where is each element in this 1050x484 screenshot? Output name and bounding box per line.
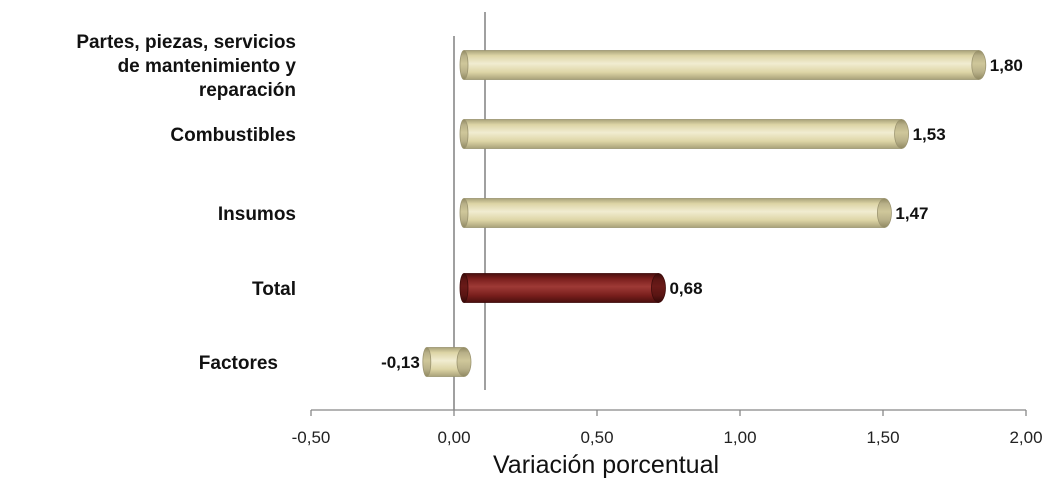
value-label: -0,13 xyxy=(381,353,420,372)
x-tick-label: 0,00 xyxy=(437,428,470,447)
bar-cap-start xyxy=(459,50,469,80)
value-label: 0,68 xyxy=(669,279,702,298)
bar-cap-end xyxy=(877,198,892,228)
category-label: Combustibles xyxy=(170,125,296,146)
bar xyxy=(463,273,659,303)
x-axis-title: Variación porcentual xyxy=(493,451,719,479)
bar-cap-start xyxy=(459,273,469,303)
bar xyxy=(463,50,980,80)
category-label: de mantenimiento y xyxy=(118,56,297,77)
category-label: Insumos xyxy=(218,204,296,225)
category-label: Partes, piezas, servicios xyxy=(76,32,296,53)
bar xyxy=(463,119,902,149)
bar-cap-start xyxy=(459,119,469,149)
category-label: Factores xyxy=(199,353,278,374)
bar-cap-end xyxy=(971,50,987,80)
value-label: 1,80 xyxy=(990,56,1023,75)
bar-cap-end xyxy=(456,347,472,377)
value-label: 1,53 xyxy=(913,125,946,144)
bar-cap-start xyxy=(422,347,432,377)
bar-cap-end xyxy=(651,273,666,303)
bar xyxy=(463,198,885,228)
labels-layer: 1,80 Partes, piezas, servicios de mantenim… xyxy=(76,32,1023,374)
x-tick-label: 1,50 xyxy=(866,428,899,447)
x-tick-label: -0,50 xyxy=(292,428,331,447)
x-tick-label: 2,00 xyxy=(1009,428,1042,447)
category-label: Total xyxy=(252,279,296,300)
bar-cap-end xyxy=(894,119,909,149)
x-tick-label: 0,50 xyxy=(580,428,613,447)
value-label: 1,47 xyxy=(895,204,928,223)
x-tick-label: 1,00 xyxy=(723,428,756,447)
bars-layer xyxy=(422,50,987,377)
category-label: reparación xyxy=(199,80,296,101)
bar-cap-start xyxy=(459,198,469,228)
